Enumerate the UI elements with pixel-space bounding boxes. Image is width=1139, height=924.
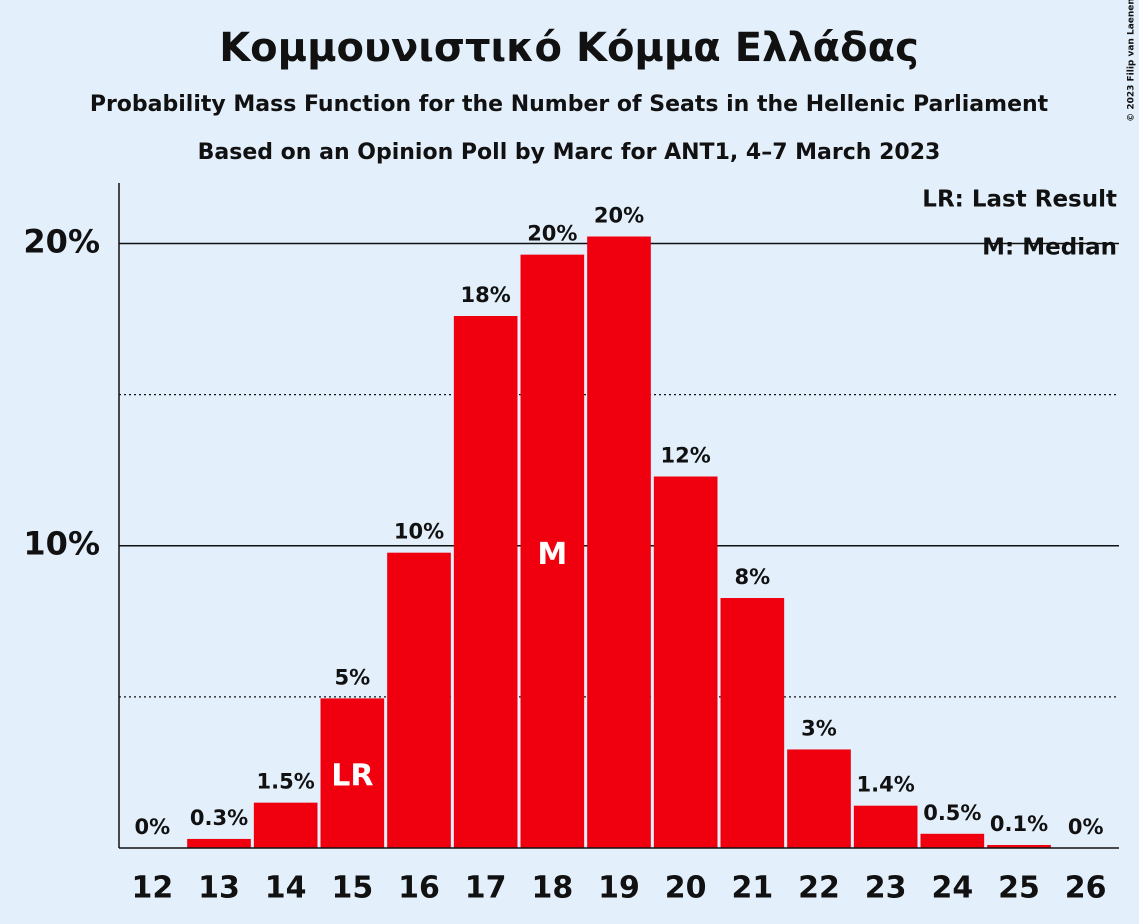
x-tick-label: 23	[865, 871, 907, 906]
x-tick-label: 18	[531, 871, 573, 906]
bar	[387, 552, 451, 848]
value-label: 10%	[394, 520, 444, 544]
x-tick-label: 13	[198, 871, 240, 906]
bar	[253, 802, 318, 848]
bar	[787, 749, 851, 848]
x-tick-label: 12	[131, 871, 173, 906]
x-tick-label: 25	[998, 871, 1040, 906]
x-tick-label: 21	[731, 871, 773, 906]
x-tick-label: 22	[798, 871, 840, 906]
value-label: 0%	[135, 815, 171, 839]
x-tick-label: 15	[331, 871, 373, 906]
bar	[987, 844, 1051, 848]
bar	[720, 598, 785, 848]
x-tick-label: 24	[931, 871, 973, 906]
value-label: 20%	[594, 204, 644, 228]
chart-subtitle: Based on an Opinion Poll by Marc for ANT…	[198, 140, 941, 165]
value-label: 0.3%	[190, 806, 248, 830]
x-tick-label: 20	[665, 871, 707, 906]
value-label: 1.5%	[257, 770, 315, 794]
bar	[853, 805, 918, 848]
value-label: 12%	[661, 444, 711, 468]
value-label: 0.5%	[923, 801, 981, 825]
chart-subtitle: Probability Mass Function for the Number…	[90, 92, 1049, 117]
value-label: 5%	[335, 665, 371, 689]
legend-entry: LR: Last Result	[922, 187, 1117, 213]
bar	[520, 254, 585, 848]
legend-entry: M: Median	[982, 235, 1117, 261]
value-label: 1.4%	[857, 773, 915, 797]
bar	[187, 838, 251, 848]
value-label: 8%	[735, 565, 771, 589]
value-label: 18%	[461, 283, 511, 307]
y-tick-label: 20%	[23, 222, 100, 260]
x-tick-label: 17	[465, 871, 507, 906]
chart-title: Κομμουνιστικό Κόμμα Ελλάδας	[219, 25, 919, 71]
x-tick-label: 14	[265, 871, 307, 906]
x-tick-label: 26	[1065, 871, 1107, 906]
value-label: 20%	[527, 222, 577, 246]
value-label: 0.1%	[990, 812, 1048, 836]
x-tick-label: 16	[398, 871, 440, 906]
bar	[920, 833, 985, 848]
value-label: 0%	[1068, 815, 1104, 839]
y-tick-label: 10%	[23, 525, 100, 563]
copyright: © 2023 Filip van Laenen	[1127, 0, 1137, 122]
bar	[453, 316, 518, 848]
bar	[320, 698, 385, 848]
bar-annotation: M	[537, 537, 567, 572]
bar-annotation: LR	[331, 759, 373, 794]
bar	[653, 476, 718, 848]
x-tick-label: 19	[598, 871, 640, 906]
bar	[587, 236, 651, 849]
value-label: 3%	[801, 716, 837, 740]
